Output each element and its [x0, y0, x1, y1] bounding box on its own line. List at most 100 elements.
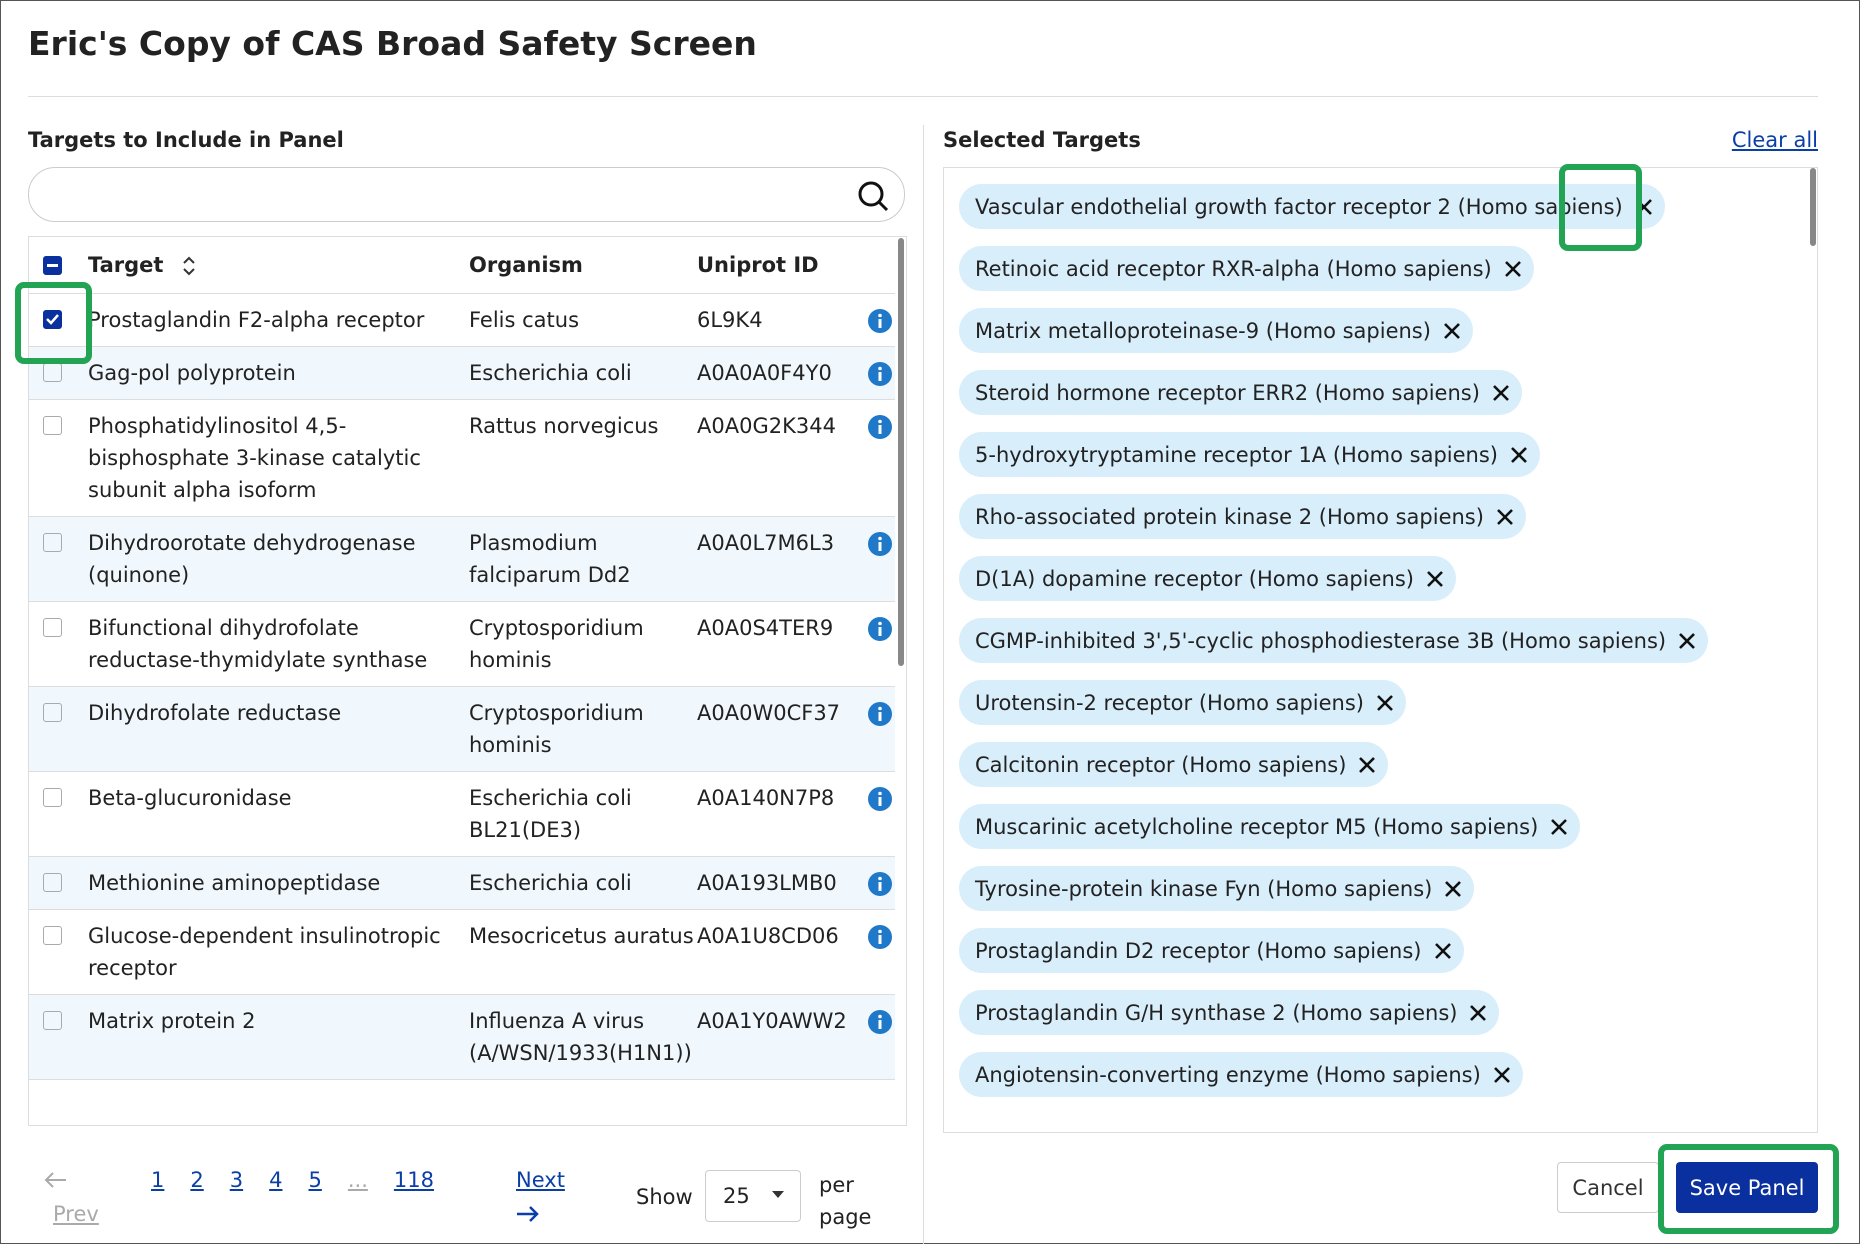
chip-label: Vascular endothelial growth factor recep…	[975, 194, 1623, 219]
chip-remove[interactable]	[1550, 818, 1568, 836]
scrollbar[interactable]	[898, 238, 904, 666]
search-input[interactable]	[28, 167, 905, 222]
info-icon[interactable]	[867, 414, 893, 440]
row-checkbox[interactable]	[43, 926, 62, 945]
info-icon[interactable]	[867, 701, 893, 727]
chip-label: Angiotensin-converting enzyme (Homo sapi…	[975, 1062, 1481, 1087]
chip-remove[interactable]	[1358, 756, 1376, 774]
next-arrow[interactable]	[515, 1205, 539, 1223]
target-chip: Matrix metalloproteinase-9 (Homo sapiens…	[959, 308, 1473, 353]
row-checkbox[interactable]	[43, 310, 62, 329]
scrollbar[interactable]	[1810, 168, 1816, 246]
row-checkbox[interactable]	[43, 873, 62, 892]
header-cell[interactable]: Target	[88, 237, 469, 294]
prev-link: Prev	[53, 1202, 99, 1226]
page-link[interactable]: 1	[151, 1168, 165, 1192]
column-header[interactable]: Target	[88, 253, 164, 277]
x-stroke	[1427, 570, 1443, 587]
row-checkbox[interactable]	[43, 788, 62, 807]
info-icon[interactable]	[867, 361, 893, 387]
chip-remove[interactable]	[1444, 880, 1462, 898]
table-row: Bifunctional dihydrofolate reductase-thy…	[29, 601, 895, 687]
chip-remove[interactable]	[1443, 322, 1461, 340]
uniprot-cell: 6L9K4	[697, 293, 867, 347]
target-chip: Retinoic acid receptor RXR-alpha (Homo s…	[959, 246, 1534, 291]
info-icon[interactable]	[867, 924, 893, 950]
table-row: Dihydrofolate reductase Cryptosporidium h…	[29, 686, 895, 772]
info-cell	[867, 686, 895, 772]
row-checkbox[interactable]	[43, 703, 62, 722]
target-cell: Phosphatidylinositol 4,5-bisphosphate 3-…	[88, 399, 469, 517]
chip-remove[interactable]	[1504, 260, 1522, 278]
info-dot	[878, 706, 882, 711]
info-cell	[867, 516, 895, 602]
x-stroke	[1493, 1066, 1510, 1083]
clear-all-link[interactable]: Clear all	[1731, 128, 1818, 152]
page-link[interactable]: 5	[308, 1168, 322, 1192]
chip-remove[interactable]	[1493, 1066, 1511, 1084]
target-chip: 5-hydroxytryptamine receptor 1A (Homo sa…	[959, 432, 1540, 477]
target-chip: Prostaglandin D2 receptor (Homo sapiens)	[959, 928, 1464, 973]
chip-remove[interactable]	[1510, 446, 1528, 464]
checkbox-cell	[29, 399, 88, 517]
uniprot-cell: A0A140N7P8	[697, 771, 867, 857]
target-cell: Prostaglandin F2-alpha receptor	[88, 293, 469, 347]
info-bar	[878, 797, 882, 806]
dialog-title: Eric's Copy of CAS Broad Safety Screen	[28, 24, 757, 63]
page-link[interactable]: 3	[229, 1168, 244, 1192]
info-icon[interactable]	[867, 786, 893, 812]
chip-remove[interactable]	[1496, 508, 1514, 526]
targets-table: Target Organism Uniprot ID Prostaglandin…	[28, 236, 907, 1126]
check-icon[interactable]	[46, 314, 59, 325]
per-page-select[interactable]: 25	[705, 1170, 801, 1222]
info-icon[interactable]	[867, 531, 893, 557]
page-link[interactable]: 2	[190, 1168, 204, 1192]
chip-remove[interactable]	[1426, 570, 1444, 588]
info-dot	[878, 621, 882, 626]
row-checkbox[interactable]	[43, 363, 62, 382]
save-button[interactable]: Save Panel	[1676, 1162, 1818, 1213]
uniprot-cell: A0A0L7M6L3	[697, 516, 867, 602]
organism-cell: Felis catus	[469, 293, 697, 347]
chip-label: CGMP-inhibited 3',5'-cyclic phosphodiest…	[975, 628, 1667, 653]
info-cell	[867, 399, 895, 517]
info-icon[interactable]	[867, 616, 893, 642]
row-checkbox[interactable]	[43, 1011, 62, 1030]
dropdown-arrow[interactable]	[772, 1191, 784, 1199]
info-dot	[878, 313, 882, 318]
chip-label: D(1A) dopamine receptor (Homo sapiens)	[975, 566, 1414, 591]
checkbox-cell	[29, 909, 88, 995]
sort-icon[interactable]	[181, 255, 197, 277]
organism-cell: Cryptosporidium hominis	[469, 601, 697, 687]
row-checkbox[interactable]	[43, 618, 62, 637]
chip-remove[interactable]	[1678, 632, 1696, 650]
select-all-checkbox[interactable]	[43, 255, 62, 275]
next-link[interactable]: Next	[516, 1168, 565, 1192]
per-page-value[interactable]: 25	[723, 1184, 750, 1208]
chip-remove[interactable]	[1492, 384, 1510, 402]
checkbox-cell	[29, 601, 88, 687]
page-link[interactable]: 118	[393, 1168, 434, 1192]
info-icon[interactable]	[867, 871, 893, 897]
info-icon[interactable]	[867, 308, 893, 334]
info-cell	[867, 909, 895, 995]
chip-remove[interactable]	[1469, 1004, 1487, 1022]
info-bar	[878, 372, 882, 381]
target-chip: Rho-associated protein kinase 2 (Homo sa…	[959, 494, 1526, 539]
organism-cell: Influenza A virus (A/WSN/1933(H1N1))	[469, 994, 697, 1080]
target-chip: Vascular endothelial growth factor recep…	[959, 184, 1665, 229]
info-dot	[878, 791, 882, 796]
row-checkbox[interactable]	[43, 533, 62, 552]
chip-remove[interactable]	[1376, 694, 1394, 712]
search-icon[interactable]	[857, 180, 889, 212]
highlight-box	[15, 282, 92, 364]
row-checkbox[interactable]	[43, 416, 62, 435]
uniprot-cell: A0A0S4TER9	[697, 601, 867, 687]
target-chip: Angiotensin-converting enzyme (Homo sapi…	[959, 1052, 1523, 1097]
cancel-button[interactable]: Cancel	[1557, 1162, 1659, 1213]
info-icon[interactable]	[867, 1009, 893, 1035]
x-stroke	[1511, 446, 1527, 463]
page-link[interactable]: 4	[269, 1168, 283, 1192]
chip-remove[interactable]	[1434, 942, 1452, 960]
table-row: Prostaglandin F2-alpha receptor Felis cat…	[29, 293, 895, 347]
